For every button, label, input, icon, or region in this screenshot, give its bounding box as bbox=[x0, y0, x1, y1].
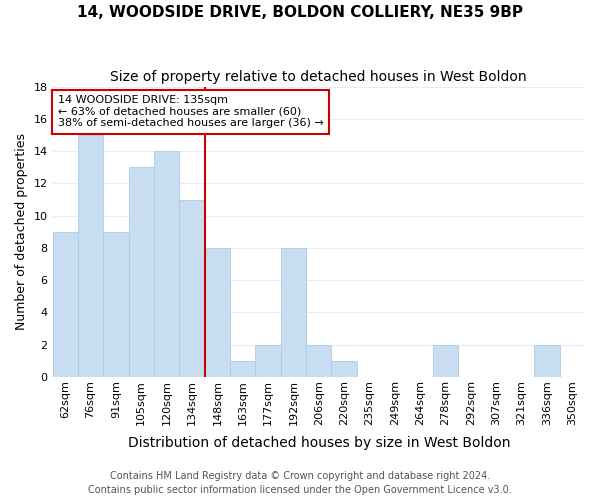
Bar bbox=[256, 344, 281, 377]
Text: Contains HM Land Registry data © Crown copyright and database right 2024.
Contai: Contains HM Land Registry data © Crown c… bbox=[88, 471, 512, 495]
Bar bbox=[103, 232, 128, 377]
Y-axis label: Number of detached properties: Number of detached properties bbox=[15, 134, 28, 330]
Bar bbox=[230, 361, 256, 377]
Bar bbox=[433, 344, 458, 377]
Title: Size of property relative to detached houses in West Boldon: Size of property relative to detached ho… bbox=[110, 70, 527, 84]
Bar bbox=[179, 200, 205, 377]
Bar bbox=[534, 344, 560, 377]
Bar bbox=[306, 344, 331, 377]
Bar bbox=[53, 232, 78, 377]
Text: 14, WOODSIDE DRIVE, BOLDON COLLIERY, NE35 9BP: 14, WOODSIDE DRIVE, BOLDON COLLIERY, NE3… bbox=[77, 5, 523, 20]
Bar bbox=[154, 151, 179, 377]
Bar bbox=[281, 248, 306, 377]
Bar bbox=[78, 135, 103, 377]
X-axis label: Distribution of detached houses by size in West Boldon: Distribution of detached houses by size … bbox=[128, 436, 510, 450]
Bar bbox=[128, 167, 154, 377]
Bar bbox=[331, 361, 357, 377]
Text: 14 WOODSIDE DRIVE: 135sqm
← 63% of detached houses are smaller (60)
38% of semi-: 14 WOODSIDE DRIVE: 135sqm ← 63% of detac… bbox=[58, 96, 323, 128]
Bar bbox=[205, 248, 230, 377]
